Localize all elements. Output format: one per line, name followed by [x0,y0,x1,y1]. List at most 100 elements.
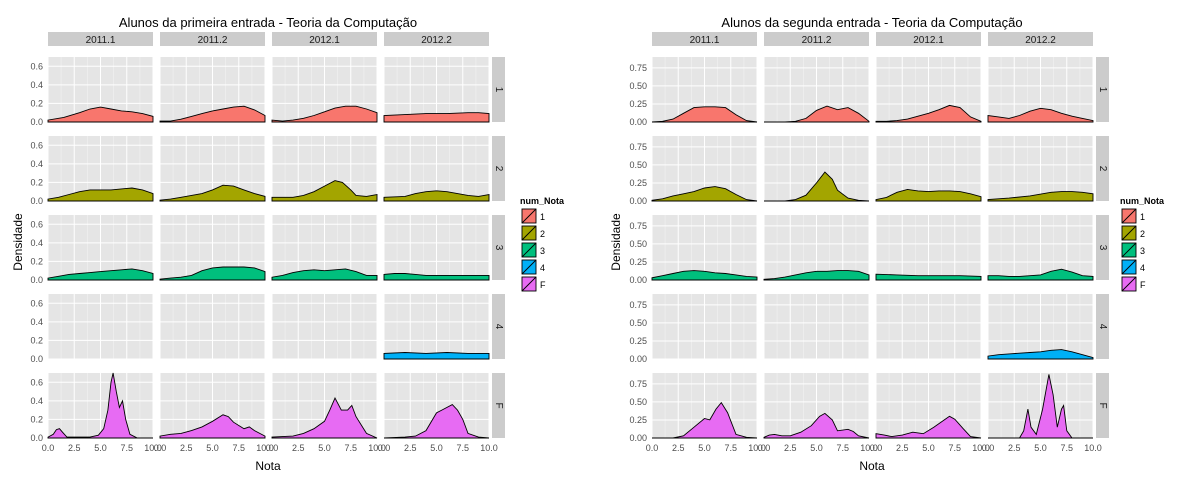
density-area-F-2012.2 [988,374,1093,439]
y-tick-label: 0.00 [629,433,647,443]
x-tick-label: 0.0 [42,443,55,453]
column-strip-label: 2011.1 [690,35,720,46]
panel-1-2012.2 [383,57,490,123]
y-tick-label: 0.0 [30,275,43,285]
x-tick-label: 0.0 [870,443,883,453]
panel-1-2012.1 [875,57,982,123]
panel-4-2011.2 [159,294,266,360]
y-tick-label: 0.2 [30,256,43,266]
x-tick-label: 7.5 [836,443,849,453]
panel-3-2011.1 [47,215,154,281]
panel-F-2011.2 [763,373,870,439]
column-strip [652,32,757,46]
panel-4-2012.2 [987,294,1094,360]
x-tick-label: 5.0 [1034,443,1047,453]
density-area-1-2011.2 [764,105,870,123]
panel-1-2011.1 [651,57,758,123]
column-strip-label: 2012.2 [421,35,452,46]
y-tick-label: 0.6 [30,377,43,387]
y-tick-label: 0.6 [30,61,43,71]
density-area-3-2011.1 [47,268,154,281]
x-tick-label: 10.0 [972,443,990,453]
x-tick-label: 2.5 [896,443,909,453]
y-tick-label: 0.00 [629,196,647,206]
y-tick-label: 0.4 [30,159,43,169]
density-area-F-2012.1 [875,415,982,439]
density-area-2-2011.2 [764,171,870,202]
x-tick-label: 2.5 [68,443,81,453]
row-strip [492,373,505,438]
panel-1-2011.2 [159,57,266,123]
panel-3-2011.2 [159,215,266,281]
density-area-2-2012.1 [271,180,378,202]
x-tick-label: 10.0 [748,443,766,453]
y-tick-label: 0.50 [629,81,647,91]
panel-2-2012.2 [383,136,490,202]
chart-title: Alunos da segunda entrada - Teoria da Co… [721,15,1022,30]
panel-1-2012.1 [271,57,378,123]
column-strip-label: 2011.2 [198,35,228,46]
panel-4-2011.1 [47,294,154,360]
panel-2-2011.1 [651,136,758,202]
y-tick-label: 0.25 [629,99,647,109]
panel-2-2012.2 [987,136,1094,202]
panel-1-2012.2 [987,57,1094,123]
density-area-1-2011.2 [159,105,266,123]
row-strip [492,136,505,201]
legend-label: 1 [540,212,545,222]
row-strip-label: 1 [493,87,504,93]
row-strip-label: 3 [493,245,504,251]
x-tick-label: 10.0 [144,443,162,453]
density-area-2-2011.1 [651,186,758,202]
panel-4-2012.1 [875,294,982,360]
legend-label: 3 [1140,246,1145,256]
row-strip [492,294,505,359]
column-strip-label: 2012.1 [913,35,944,46]
y-tick-label: 0.00 [629,117,647,127]
row-strip [1096,373,1109,438]
y-tick-label: 0.50 [629,397,647,407]
panel-3-2012.2 [987,215,1094,281]
legend-swatch-slash [1121,259,1137,275]
column-strip [160,32,265,46]
y-tick-label: 0.6 [30,140,43,150]
y-tick-label: 0.2 [30,98,43,108]
density-area-3-2012.1 [271,268,378,281]
legend-swatch-slash [521,208,537,224]
legend-title: num_Nota [520,196,565,206]
panel-1-2011.1 [47,57,154,123]
x-tick-label: 2.5 [1008,443,1021,453]
density-area-1-2011.1 [47,106,154,123]
column-strip [988,32,1093,46]
density-area-F-2011.2 [763,412,870,439]
panel-3-2012.2 [383,215,490,281]
y-tick-label: 0.25 [629,178,647,188]
panel-3-2012.1 [875,215,982,281]
row-strip [492,215,505,280]
y-tick-label: 0.50 [629,239,647,249]
density-area-3-2012.2 [987,268,1094,281]
x-tick-label: 5.0 [810,443,823,453]
row-strip-label: 4 [1097,324,1108,330]
y-tick-label: 0.4 [30,80,43,90]
column-strip [876,32,981,46]
x-tick-label: 2.5 [180,443,193,453]
density-area-F-2011.1 [47,372,153,439]
column-strip [384,32,489,46]
panel-4-2011.1 [651,294,758,360]
row-strip-label: 1 [1097,87,1108,93]
legend-swatch-slash [521,242,537,258]
y-tick-label: 0.0 [30,433,43,443]
row-strip-label: 2 [1097,166,1108,172]
x-tick-label: 5.0 [94,443,107,453]
column-strip [48,32,153,46]
y-tick-label: 0.4 [30,238,43,248]
y-tick-label: 0.4 [30,317,43,327]
density-area-1-2012.1 [875,104,982,123]
x-tick-label: 7.5 [948,443,961,453]
x-tick-label: 0.0 [758,443,771,453]
density-area-2-2011.2 [159,184,266,202]
row-strip-label: 4 [493,324,504,330]
